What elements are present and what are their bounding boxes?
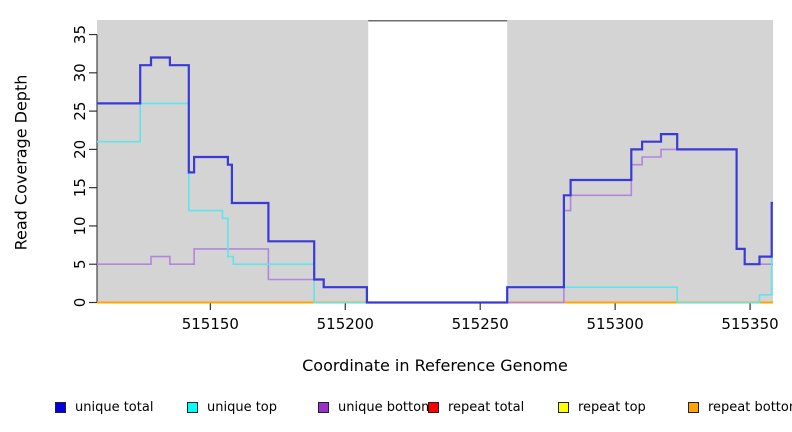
legend-item-repeat-top: repeat top [558, 398, 646, 416]
y-tick-label: 10 [71, 216, 89, 235]
legend-label: repeat total [448, 399, 525, 415]
legend-item-unique-top: unique top [187, 398, 277, 416]
chart-legend: unique total unique top unique bottom repea… [0, 398, 792, 420]
gap-region [368, 20, 508, 303]
y-axis-title: Read Coverage Depth [11, 74, 31, 251]
legend-swatch-icon [318, 401, 329, 413]
x-tick-label: 515150 [182, 315, 239, 333]
legend-label: repeat top [578, 399, 646, 415]
series-unique-total [97, 56, 773, 304]
y-tick-label: 15 [71, 178, 89, 197]
legend-label: unique top [207, 399, 278, 415]
y-tick-label: 0 [71, 298, 89, 308]
y-tick-label: 35 [71, 25, 89, 44]
legend-swatch-icon [55, 401, 66, 413]
legend-label: unique bottom [338, 399, 434, 415]
x-tick-label: 515300 [586, 315, 643, 333]
legend-item-unique-total: unique total [55, 398, 153, 416]
y-tick-label: 20 [71, 140, 89, 159]
x-axis-title: Coordinate in Reference Genome [302, 356, 568, 375]
legend-swatch-icon [688, 401, 699, 413]
legend-swatch-icon [428, 401, 439, 413]
legend-swatch-icon [187, 401, 198, 413]
legend-label: repeat bottom [708, 399, 792, 415]
y-tick-label: 30 [71, 63, 89, 82]
x-tick-label: 515200 [317, 315, 374, 333]
legend-item-unique-bottom: unique bottom [318, 398, 434, 416]
legend-item-repeat-total: repeat total [428, 398, 524, 416]
x-tick-label: 515350 [721, 315, 778, 333]
y-tick-label: 5 [71, 259, 89, 269]
legend-swatch-icon [558, 401, 569, 413]
legend-item-repeat-bottom: repeat bottom [688, 398, 792, 416]
x-tick-label: 515250 [452, 315, 509, 333]
y-tick-label: 25 [71, 102, 89, 121]
legend-label: unique total [75, 399, 154, 415]
